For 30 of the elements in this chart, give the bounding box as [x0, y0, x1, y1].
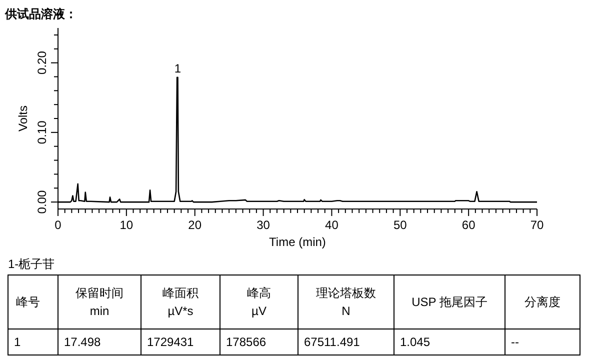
y-tick-label: 0.20	[35, 50, 49, 74]
text: 1-栀子苷	[8, 257, 55, 271]
text: 理论塔板数 N	[316, 286, 376, 318]
text: 1.045	[400, 335, 430, 349]
chart-title: 供试品溶液：	[4, 7, 77, 21]
text: 分离度	[524, 295, 560, 309]
text: USP 拖尾因子	[412, 295, 488, 309]
x-tick-label: 50	[393, 218, 408, 232]
x-tick-label: 40	[325, 218, 339, 232]
text: 178566	[226, 335, 266, 349]
text: 峰号	[16, 295, 40, 309]
x-tick-label: 20	[188, 218, 202, 232]
x-tick-label: 30	[256, 218, 270, 232]
x-tick-label: 60	[462, 218, 476, 232]
annotation: 1	[174, 61, 182, 76]
y-tick-label: 0.10	[35, 120, 49, 144]
text: 1729431	[147, 335, 194, 349]
text: 保留时间 min	[76, 286, 124, 318]
text: 峰面积 µV*s	[162, 286, 198, 318]
text: 1	[14, 335, 21, 349]
text: --	[511, 335, 519, 349]
x-tick-label: 70	[530, 218, 544, 232]
text: 67511.491	[304, 335, 360, 349]
x-axis-title: Time (min)	[269, 235, 326, 249]
text: 峰高 µV	[247, 286, 271, 318]
y-tick-label: 0.00	[35, 190, 49, 214]
y-axis-title: Volts	[16, 105, 30, 132]
x-tick-label: 10	[120, 218, 134, 232]
x-tick-label: 0	[54, 218, 62, 232]
text: 17.498	[64, 335, 102, 349]
